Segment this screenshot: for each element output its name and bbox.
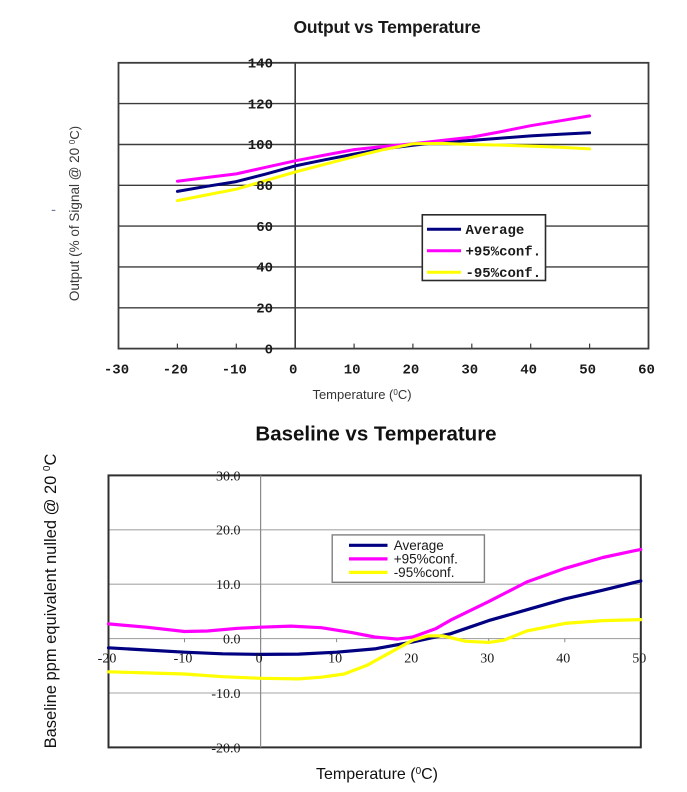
- svg-text:Temperature (0C): Temperature (0C): [316, 766, 438, 783]
- svg-text:0: 0: [289, 363, 297, 379]
- svg-text:50: 50: [579, 363, 596, 379]
- svg-text:100: 100: [248, 138, 273, 154]
- svg-text:60: 60: [256, 220, 273, 236]
- svg-text:-20: -20: [163, 363, 188, 379]
- svg-text:10: 10: [328, 652, 342, 667]
- svg-text:0.0: 0.0: [223, 633, 241, 648]
- svg-text:Temperature (0C): Temperature (0C): [312, 387, 411, 402]
- svg-text:20: 20: [404, 652, 418, 667]
- svg-text:40: 40: [256, 261, 273, 277]
- svg-text:80: 80: [256, 179, 273, 195]
- svg-text:+95%conf.: +95%conf.: [394, 552, 458, 567]
- svg-text:140: 140: [248, 57, 273, 73]
- svg-text:-20.0: -20.0: [211, 741, 240, 756]
- svg-text:30: 30: [461, 363, 478, 379]
- svg-text:60: 60: [638, 363, 655, 379]
- svg-text:-10: -10: [222, 363, 247, 379]
- svg-text:20: 20: [256, 302, 273, 318]
- svg-text:-95%conf.: -95%conf.: [394, 565, 455, 580]
- svg-text:-10.0: -10.0: [211, 687, 240, 702]
- svg-text:30.0: 30.0: [216, 469, 241, 484]
- svg-text:20.0: 20.0: [216, 524, 241, 539]
- svg-text:Baseline vs Temperature: Baseline vs Temperature: [255, 423, 496, 446]
- svg-text:+95%conf.: +95%conf.: [466, 245, 542, 261]
- svg-text:40: 40: [556, 652, 570, 667]
- svg-text:40: 40: [520, 363, 537, 379]
- svg-text:Average: Average: [394, 538, 444, 553]
- svg-text:Output vs Temperature: Output vs Temperature: [293, 17, 481, 37]
- svg-text:Average: Average: [466, 223, 525, 239]
- svg-text:Baseline ppm equivalent nulled: Baseline ppm equivalent nulled @ 20 0C: [42, 454, 60, 749]
- svg-text:-: -: [51, 202, 56, 219]
- svg-text:0: 0: [265, 342, 273, 358]
- svg-text:-20: -20: [98, 652, 117, 667]
- svg-text:Output (% of Signal @ 20 0C): Output (% of Signal @ 20 0C): [67, 126, 82, 301]
- svg-text:120: 120: [248, 97, 273, 113]
- svg-text:0: 0: [256, 652, 263, 667]
- svg-text:10.0: 10.0: [216, 578, 241, 593]
- svg-text:10: 10: [344, 363, 361, 379]
- svg-text:50: 50: [632, 652, 646, 667]
- svg-text:-10: -10: [174, 652, 193, 667]
- svg-text:30: 30: [480, 652, 494, 667]
- svg-text:-95%conf.: -95%conf.: [466, 266, 542, 282]
- svg-text:-30: -30: [104, 363, 129, 379]
- svg-text:20: 20: [402, 363, 419, 379]
